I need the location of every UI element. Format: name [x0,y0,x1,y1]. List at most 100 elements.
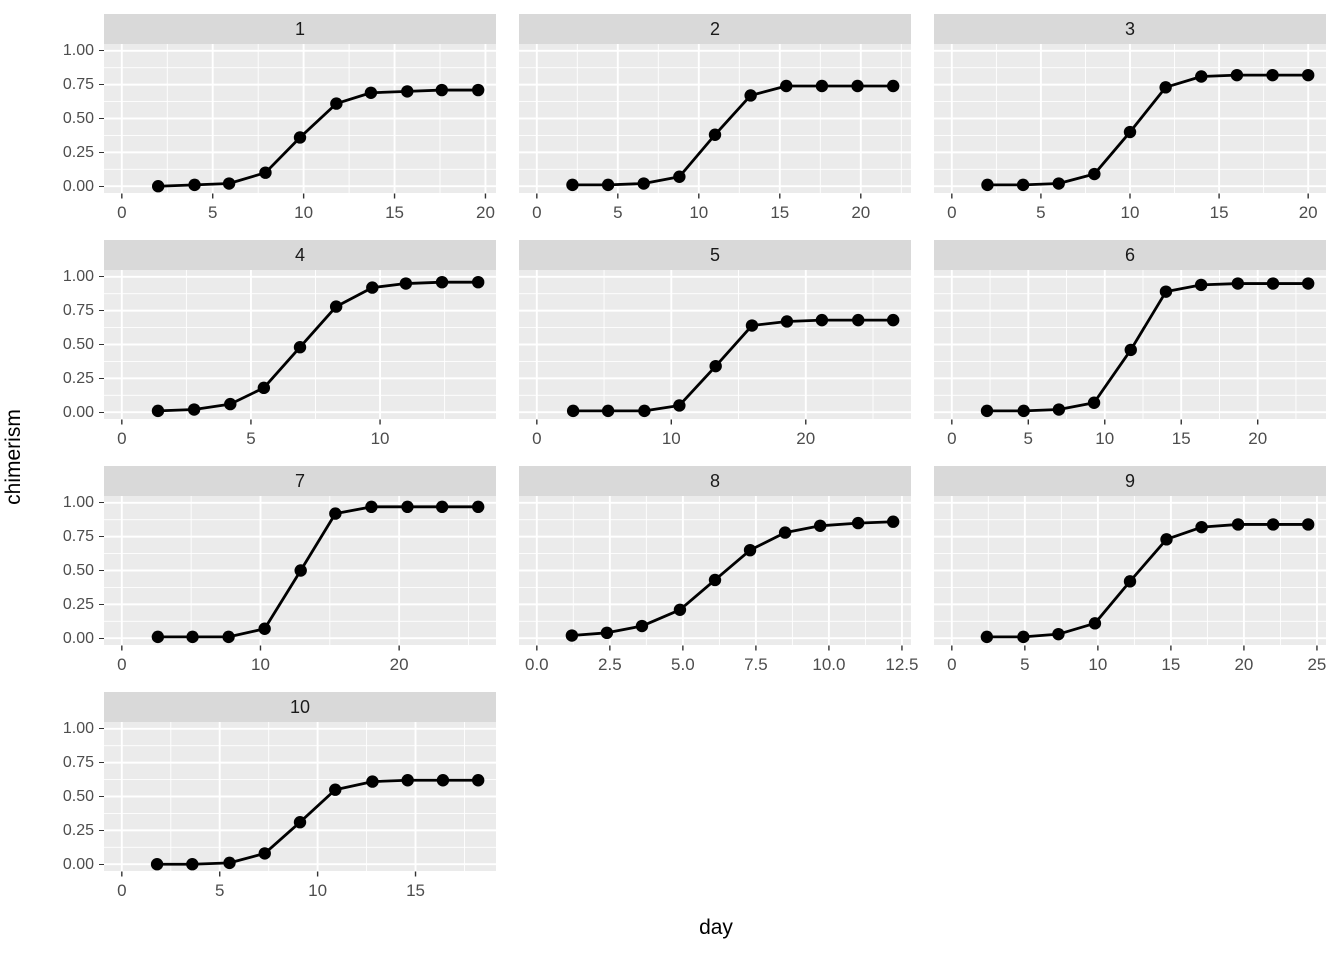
y-tick-label: 0.75 [62,528,94,546]
x-tick-label: 0 [117,203,126,222]
data-point [566,404,580,418]
facet-strip-label: 2 [709,18,720,39]
data-point [366,281,379,294]
x-tick-label: 10 [1121,203,1140,222]
data-point [981,178,994,192]
x-tick-label: 20 [851,203,870,222]
y-tick-label: 0.25 [62,143,94,161]
x-tick-label: 5 [1020,655,1029,674]
y-tick-label: 1.00 [62,42,94,60]
y-axis: 1.00 0.75 0.50 0.25 0.00 [0,14,104,234]
facet-strip: 9 [934,466,1326,496]
data-point [600,626,614,640]
data-point [1160,533,1173,546]
data-point [566,178,579,192]
data-point [980,630,994,644]
facet-plot: 0 5 10 15 20 25 [934,496,1326,674]
y-tick-mark [99,151,104,154]
data-point [1301,277,1315,290]
data-point [399,277,413,290]
data-point [151,630,165,644]
x-tick-label: 15 [1210,203,1229,222]
facet-panel-1: 1 0 5 10 15 20 [104,14,496,234]
x-tick-label: 15 [1161,655,1180,674]
data-point [635,619,649,633]
x-tick-label: 10 [1088,655,1107,674]
facet-plot: 0 5 10 15 20 [934,270,1326,448]
x-tick-label: 2.5 [598,655,622,674]
facet-plot: 0 5 10 15 20 [104,44,496,222]
data-point [471,774,485,787]
data-point [1052,403,1066,416]
data-point [1052,177,1065,190]
facet-panel-4: 4 0 5 10 [104,240,496,460]
data-point [1231,518,1245,531]
x-tick-label: 5 [613,203,622,222]
y-tick-label: 0.75 [62,76,94,94]
y-axis: 1.00 0.75 0.50 0.25 0.00 [0,240,104,460]
data-point [1194,278,1208,292]
y-tick-label: 0.00 [62,403,94,421]
data-point [471,500,485,514]
y-tick-mark [99,795,104,798]
data-point [851,516,865,530]
data-point [1266,68,1279,82]
y-tick-label: 0.75 [62,302,94,320]
facet-strip: 6 [934,240,1326,270]
data-point [222,177,236,190]
x-tick-label: 5 [215,881,224,900]
data-point [258,622,271,635]
facet-panel-6: 6 0 5 10 15 20 [934,240,1326,460]
data-point [366,775,379,788]
data-point [186,630,199,644]
x-tick-label: 20 [1299,203,1318,222]
facet-strip: 1 [104,14,496,44]
x-tick-label: 10 [308,881,327,900]
data-point [257,381,271,395]
y-tick-label: 0.25 [62,821,94,839]
facet-strip: 7 [104,466,496,496]
y-tick-label: 0.00 [62,177,94,195]
data-point [744,89,757,102]
data-point [886,79,900,93]
facet-strip: 5 [519,240,911,270]
facet-panel-10: 10 0 5 10 15 [104,692,496,912]
data-point [150,858,164,871]
data-point [293,341,307,354]
y-tick-mark [99,117,104,120]
y-tick-mark [99,569,104,572]
x-tick-label: 5 [1036,203,1045,222]
data-point [852,313,865,327]
y-tick-mark [99,829,104,832]
data-point [745,319,759,332]
x-tick-label: 5.0 [671,655,695,674]
data-point [638,404,651,418]
data-point [601,404,615,418]
x-tick-label: 5 [208,203,217,222]
x-tick-label: 25 [1307,655,1326,674]
data-point [709,359,722,373]
x-tick-label: 15 [406,881,425,900]
x-tick-label: 20 [1234,655,1253,674]
data-point [151,180,165,193]
data-point [294,564,307,577]
data-point [1123,575,1137,588]
x-tick-label: 20 [476,203,495,222]
data-point [329,507,342,520]
data-point [673,399,686,412]
facet-strip-label: 7 [294,470,305,491]
x-tick-label: 10 [371,429,390,448]
facet-strip-label: 1 [294,18,305,39]
facet-row: 1.00 0.75 0.50 0.25 0.00 10 0 5 10 15 [0,692,1326,912]
facet-row: 1.00 0.75 0.50 0.25 0.00 4 0 5 10 5 0 10 20 6 0 5 10 15 20 [0,240,1326,460]
data-point [1088,167,1101,181]
x-tick-label: 7.5 [744,655,768,674]
data-point [1301,518,1315,531]
y-axis: 1.00 0.75 0.50 0.25 0.00 [0,466,104,686]
data-point [401,85,414,98]
data-point [435,275,449,289]
x-tick-label: 20 [390,655,409,674]
x-axis-title: day [699,916,733,939]
facet-strip-label: 8 [709,470,720,491]
facet-panel-9: 9 0 5 10 15 20 25 [934,466,1326,686]
